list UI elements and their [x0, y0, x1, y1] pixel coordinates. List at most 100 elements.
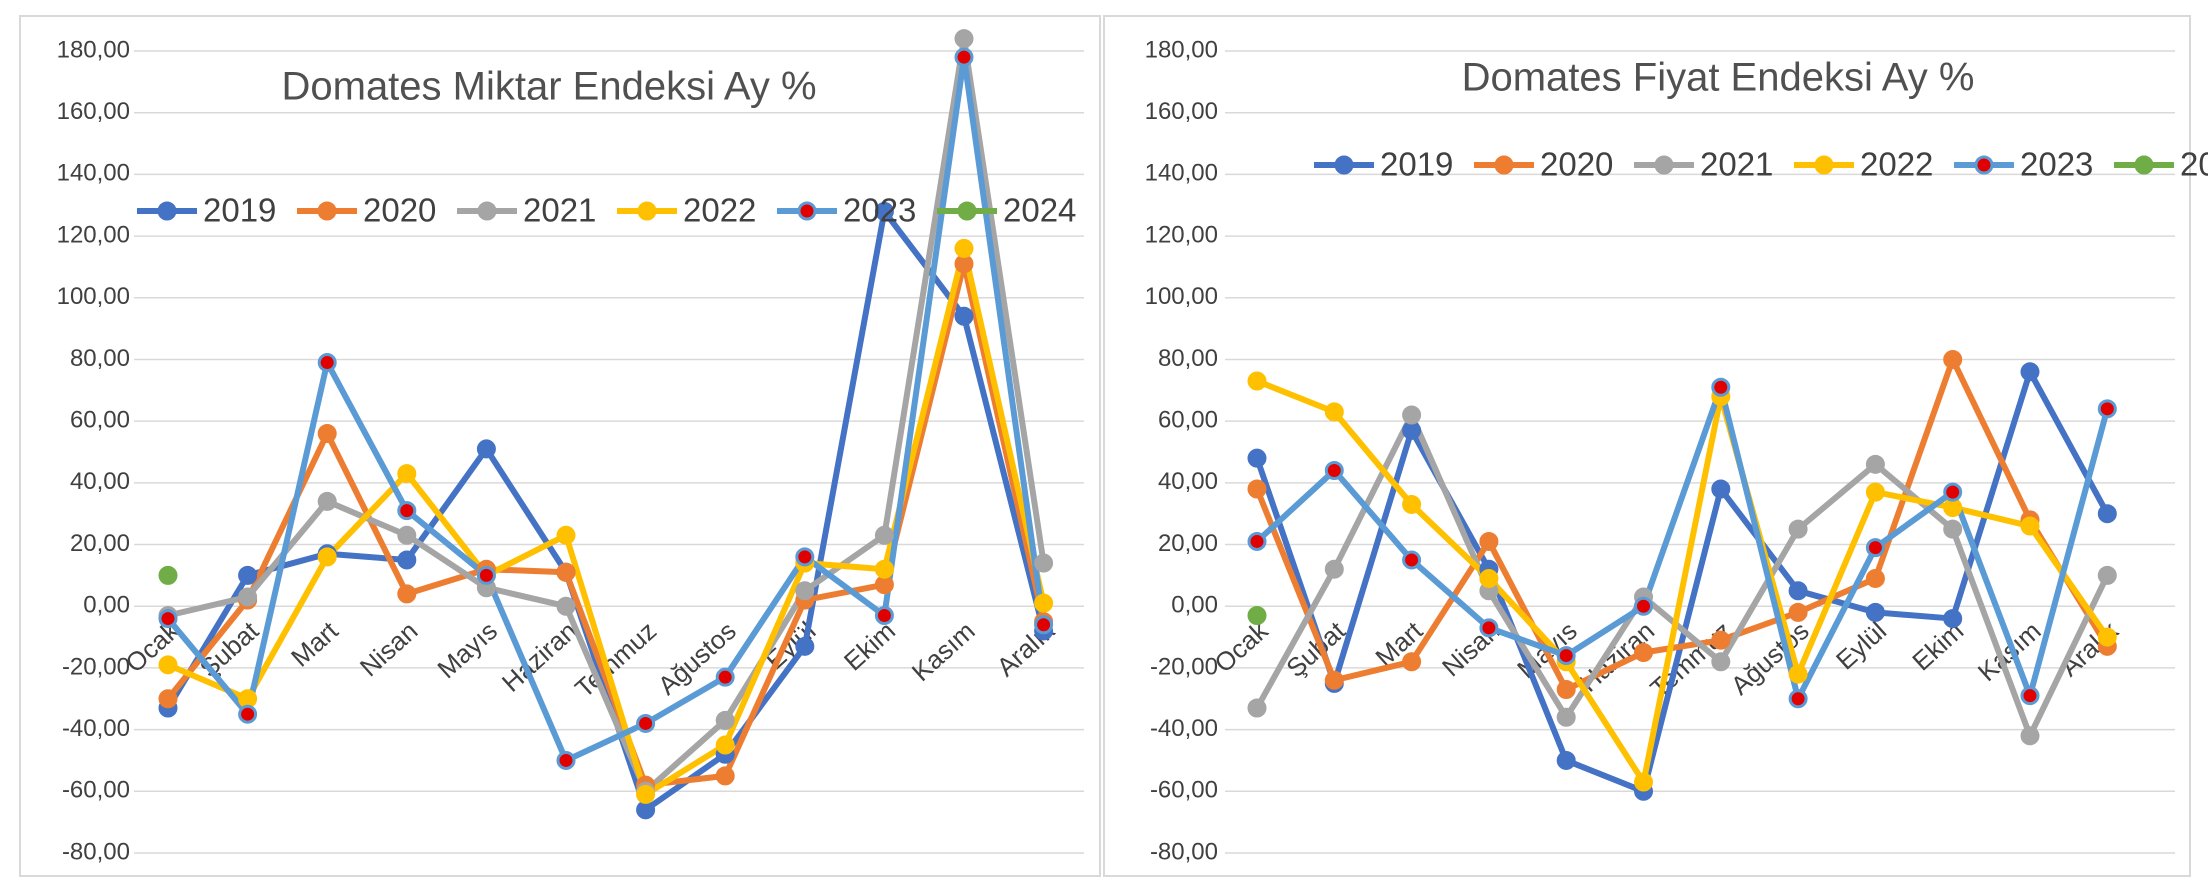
- legend-label: 2023: [2020, 146, 2093, 183]
- point-marker: [1479, 568, 1499, 588]
- y-tick-label: 120,00: [1145, 221, 1218, 248]
- point-marker: [158, 609, 178, 629]
- point-marker: [2097, 504, 2117, 524]
- series-line: [1254, 356, 2110, 693]
- point-marker: [954, 306, 974, 326]
- point-marker: [238, 704, 258, 724]
- y-tick-label: 140,00: [1145, 160, 1218, 187]
- point-marker: [397, 550, 417, 570]
- y-tick-label: 40,00: [1158, 468, 1218, 495]
- point-marker: [1943, 349, 1963, 369]
- y-tick-label: -60,00: [62, 777, 130, 804]
- point-marker: [317, 547, 337, 567]
- point-marker: [2097, 399, 2117, 419]
- point-marker: [1556, 680, 1576, 700]
- point-marker: [1788, 581, 1808, 601]
- series-line: [1254, 411, 2111, 739]
- point-marker: [556, 562, 576, 582]
- y-tick-label: -20,00: [1150, 653, 1218, 680]
- legend-marker: [1654, 155, 1674, 175]
- point-marker: [954, 238, 974, 258]
- point-marker: [1556, 707, 1576, 727]
- legend-marker: [477, 201, 497, 221]
- legend-marker: [637, 201, 657, 221]
- point-marker: [1788, 664, 1808, 684]
- point-marker: [397, 464, 417, 484]
- point-marker: [1865, 482, 1885, 502]
- point-marker: [556, 596, 576, 616]
- y-tick-label: 180,00: [57, 36, 130, 63]
- point-marker: [1247, 531, 1267, 551]
- point-marker: [874, 525, 894, 545]
- point-marker: [636, 800, 656, 820]
- point-marker: [2020, 726, 2040, 746]
- legend-label: 2023: [843, 192, 916, 229]
- point-marker: [1943, 482, 1963, 502]
- point-marker: [1324, 461, 1344, 481]
- y-tick-label: 140,00: [57, 160, 130, 187]
- y-tick-label: 160,00: [1145, 98, 1218, 125]
- point-marker: [1711, 630, 1731, 650]
- point-marker: [317, 491, 337, 511]
- point-marker: [1711, 377, 1731, 397]
- legend-marker: [1974, 155, 1994, 175]
- point-marker: [1788, 519, 1808, 539]
- point-marker: [1034, 615, 1054, 635]
- point-marker: [1247, 698, 1267, 718]
- point-marker: [1865, 568, 1885, 588]
- point-marker: [238, 565, 258, 585]
- point-marker: [1402, 405, 1422, 425]
- point-marker: [317, 353, 337, 373]
- legend-label: 2020: [1540, 146, 1613, 183]
- point-marker: [1943, 519, 1963, 539]
- point-marker: [1788, 689, 1808, 709]
- series-line: [165, 54, 1047, 764]
- point-marker: [2020, 516, 2040, 536]
- legend-marker: [2134, 155, 2154, 175]
- y-tick-label: 60,00: [1158, 406, 1218, 433]
- point-marker: [2020, 686, 2040, 706]
- point-marker: [1943, 609, 1963, 629]
- point-marker: [1402, 550, 1422, 570]
- point-marker: [1479, 618, 1499, 638]
- point-marker: [1034, 553, 1054, 573]
- point-marker: [1402, 652, 1422, 672]
- point-marker: [715, 667, 735, 687]
- y-tick-label: 20,00: [1158, 530, 1218, 557]
- point-marker: [795, 547, 815, 567]
- legend-marker: [1814, 155, 1834, 175]
- point-marker: [715, 710, 735, 730]
- point-marker: [874, 575, 894, 595]
- point-marker: [874, 605, 894, 625]
- point-marker: [1865, 454, 1885, 474]
- point-marker: [874, 201, 894, 221]
- legend-label: 2021: [1700, 146, 1773, 183]
- point-marker: [397, 584, 417, 604]
- legend-label: 2019: [203, 192, 276, 229]
- y-tick-label: 60,00: [70, 406, 130, 433]
- y-tick-label: -40,00: [62, 715, 130, 742]
- y-tick-label: 80,00: [1158, 345, 1218, 372]
- y-tick-label: 0,00: [83, 592, 130, 619]
- point-marker: [1324, 559, 1344, 579]
- point-marker: [1556, 750, 1576, 770]
- y-tick-label: 0,00: [1171, 592, 1218, 619]
- legend-label: 2024: [1003, 192, 1076, 229]
- y-tick-label: 80,00: [70, 345, 130, 372]
- legend-marker: [157, 201, 177, 221]
- point-marker: [1634, 643, 1653, 662]
- point-marker: [954, 254, 974, 274]
- chart-title: Domates Miktar Endeksi Ay %: [281, 65, 816, 109]
- series-line: [165, 208, 1047, 813]
- point-marker: [795, 636, 815, 656]
- y-tick-label: -20,00: [62, 653, 130, 680]
- y-tick-label: 40,00: [70, 468, 130, 495]
- point-marker: [636, 784, 656, 804]
- point-marker: [556, 750, 576, 770]
- point-marker: [158, 689, 178, 709]
- y-tick-label: 100,00: [57, 283, 130, 310]
- point-marker: [397, 525, 417, 545]
- y-tick-label: 100,00: [1145, 283, 1218, 310]
- y-tick-label: 120,00: [57, 221, 130, 248]
